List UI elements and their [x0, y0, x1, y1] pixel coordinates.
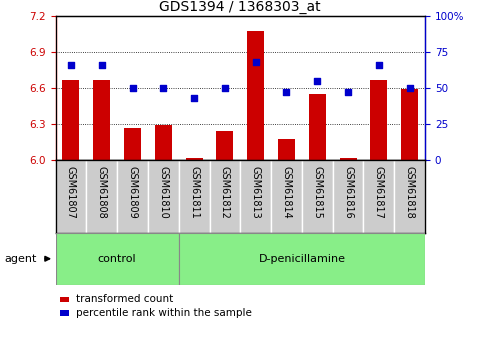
Bar: [309, 94, 326, 160]
Point: [221, 85, 229, 91]
Bar: [302, 160, 333, 233]
Bar: [185, 158, 202, 160]
Bar: [364, 160, 394, 233]
Text: GSM61814: GSM61814: [282, 166, 291, 219]
Text: GSM61815: GSM61815: [313, 166, 322, 219]
Text: GSM61812: GSM61812: [220, 166, 230, 219]
Point: [252, 59, 259, 65]
Point: [375, 62, 383, 68]
Text: GSM61808: GSM61808: [97, 166, 107, 219]
Text: GSM61809: GSM61809: [128, 166, 138, 219]
Bar: [148, 160, 179, 233]
Point: [344, 90, 352, 95]
Text: agent: agent: [5, 254, 37, 264]
Point: [190, 95, 198, 101]
Text: control: control: [98, 254, 136, 264]
Bar: [240, 160, 271, 233]
Bar: [86, 160, 117, 233]
Bar: [124, 128, 141, 160]
Bar: [333, 160, 364, 233]
Bar: [394, 160, 425, 233]
Bar: [155, 126, 172, 160]
Text: D-penicillamine: D-penicillamine: [258, 254, 345, 264]
Text: GSM61807: GSM61807: [66, 166, 76, 219]
Bar: [247, 31, 264, 160]
Point: [159, 85, 167, 91]
Bar: [56, 233, 179, 285]
Bar: [56, 160, 86, 233]
Text: GSM61813: GSM61813: [251, 166, 261, 219]
Bar: [216, 131, 233, 160]
Bar: [62, 80, 79, 160]
Point: [67, 62, 75, 68]
Bar: [370, 80, 387, 160]
Bar: [210, 160, 240, 233]
Text: GSM61817: GSM61817: [374, 166, 384, 219]
Point: [283, 90, 290, 95]
Bar: [179, 233, 425, 285]
Point: [406, 85, 413, 91]
Text: GSM61816: GSM61816: [343, 166, 353, 219]
Bar: [340, 158, 356, 160]
Bar: [401, 89, 418, 160]
Text: transformed count: transformed count: [76, 294, 173, 304]
Title: GDS1394 / 1368303_at: GDS1394 / 1368303_at: [159, 0, 321, 14]
Bar: [278, 139, 295, 160]
Bar: [117, 160, 148, 233]
Point: [98, 62, 106, 68]
Bar: [271, 160, 302, 233]
Text: GSM61811: GSM61811: [189, 166, 199, 219]
Point: [128, 85, 136, 91]
Text: GSM61810: GSM61810: [158, 166, 168, 219]
Point: [313, 78, 321, 83]
Bar: [93, 80, 110, 160]
Text: percentile rank within the sample: percentile rank within the sample: [76, 308, 252, 318]
Text: GSM61818: GSM61818: [405, 166, 414, 219]
Bar: [179, 160, 210, 233]
